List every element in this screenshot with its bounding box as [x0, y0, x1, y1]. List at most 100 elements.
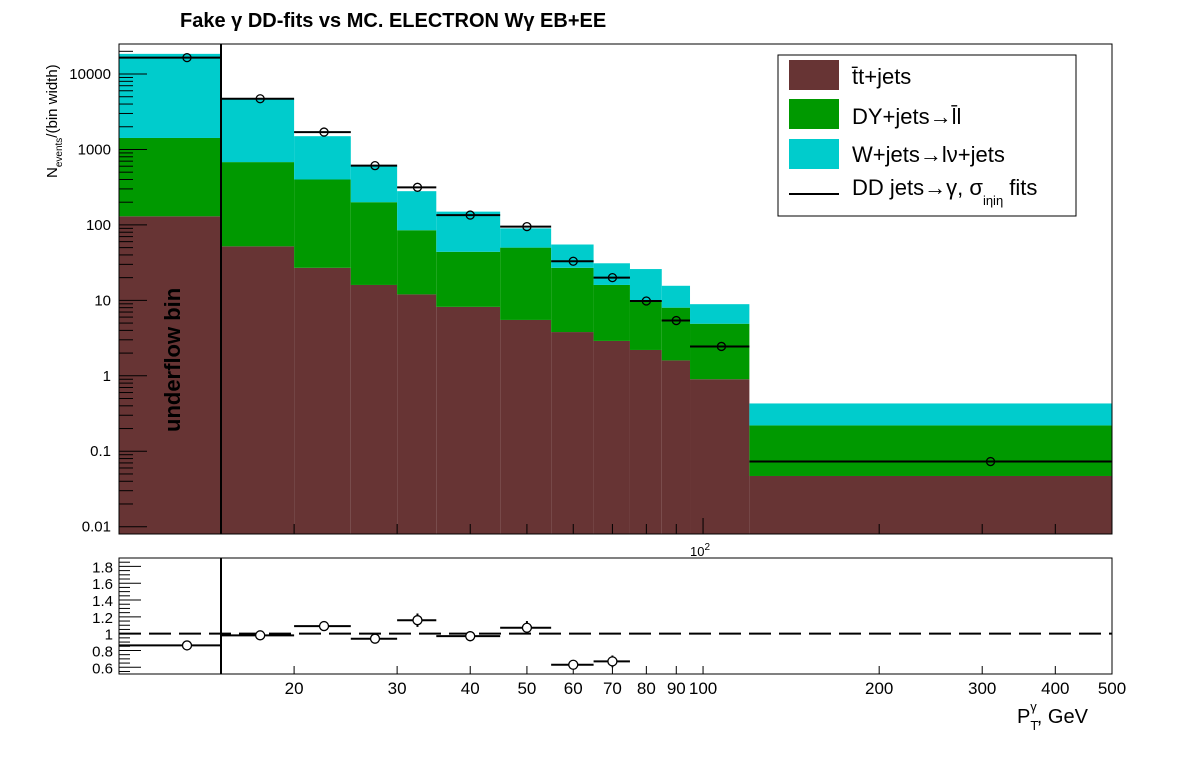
dd-fit-point-7: [568, 256, 578, 266]
legend-label-ttbar: t̄t+jets: [852, 64, 912, 89]
bar-ttbar-5: [436, 306, 501, 534]
x-tick-label: 400: [1041, 679, 1069, 698]
ratio-y-tick-label: 0.6: [92, 660, 113, 677]
bar-dy-1: [221, 162, 295, 247]
dd-fit-point-8: [607, 272, 618, 283]
dd-fit-point-10: [671, 315, 681, 326]
ratio-y-tick-label: 1.4: [92, 593, 113, 610]
dd-fit-point-12: [985, 456, 996, 467]
bar-ttbar-10: [661, 360, 691, 534]
bar-wjets-12: [749, 403, 1112, 426]
bar-dy-2: [294, 179, 351, 268]
bar-dy-6: [500, 247, 552, 320]
ratio-point-5: [465, 631, 476, 642]
x-tick-label: 90: [667, 679, 686, 698]
dd-fit-point-5: [465, 210, 475, 220]
y-tick-label: 100: [86, 217, 111, 234]
bar-dy-3: [350, 202, 398, 285]
dd-fit-points: [119, 52, 1112, 467]
legend-label-dd: DD jets→γ, σiηiη fits: [852, 175, 1037, 208]
ratio-y-tick-label: 1.8: [92, 559, 113, 576]
bar-ttbar-1: [221, 246, 295, 534]
legend-swatch-ttbar: [789, 60, 839, 90]
bar-dy-9: [629, 300, 662, 350]
x-tick-label: 300: [968, 679, 996, 698]
bar-dy-5: [436, 251, 501, 307]
ratio-points: [119, 613, 630, 670]
bar-ttbar-6: [500, 319, 552, 534]
bar-ttbar-11: [690, 379, 750, 534]
bar-dy-12: [749, 425, 1112, 476]
y-tick-label: 10000: [69, 66, 111, 83]
underflow-annotation: underflow bin: [160, 288, 185, 432]
bar-dy-10: [661, 307, 691, 361]
y-tick-label: 0.01: [82, 519, 111, 536]
dd-fit-point-11: [716, 341, 727, 352]
bar-wjets-1: [221, 98, 295, 163]
bar-wjets-5: [436, 211, 501, 252]
x-tick-label: 200: [865, 679, 893, 698]
y-axis-label: Nevents/(bin width): [44, 64, 65, 178]
dd-fit-point-1: [255, 94, 265, 104]
bar-ttbar-2: [294, 267, 351, 534]
x-tick-label: 100: [689, 679, 717, 698]
bar-dy-0: [119, 137, 221, 217]
bar-wjets-7: [551, 244, 594, 268]
bar-ttbar-0: [119, 216, 221, 534]
x-tick-labels: 20 30 40 50 60 70 80 90 100 200 300 400 500: [285, 679, 1127, 698]
x-tick-label: 500: [1098, 679, 1126, 698]
legend-swatch-dy: [789, 99, 839, 129]
dd-fit-point-4: [412, 182, 423, 192]
bar-wjets-2: [294, 136, 351, 180]
x-tick-label: 30: [388, 679, 407, 698]
bar-wjets-10: [661, 285, 691, 308]
axis-multiplier: 102: [690, 542, 710, 559]
ratio-point-4: [412, 615, 423, 626]
bar-ttbar-9: [629, 349, 662, 534]
dd-fit-point-2: [319, 127, 329, 137]
y-tick-label: 1000: [78, 141, 111, 158]
ratio-point-3: [369, 633, 381, 644]
bar-wjets-6: [500, 228, 552, 248]
bar-dy-11: [690, 323, 750, 380]
x-tick-label: 80: [637, 679, 656, 698]
dd-fit-point-9: [641, 296, 651, 306]
bar-ttbar-4: [397, 294, 437, 534]
ratio-point-6: [521, 622, 533, 633]
bar-dy-8: [593, 284, 630, 341]
legend: t̄t+jets DY+jets→l̄l W+jets→lν+jets DD j…: [777, 54, 1077, 217]
bar-ttbar-8: [593, 340, 630, 534]
y-tick-label: 10: [94, 292, 111, 309]
x-tick-label: 40: [461, 679, 480, 698]
x-tick-label: 50: [517, 679, 536, 698]
chart-title: Fake γ DD-fits vs MC. ELECTRON Wγ EB+EE: [180, 10, 606, 32]
ratio-frame: [118, 557, 1113, 675]
ratio-point-7: [568, 659, 579, 670]
ratio-y-tick-label: 1.2: [92, 610, 113, 627]
x-axis-label: PTγ, GeV: [1017, 699, 1089, 733]
y-tick-label: 1: [103, 368, 111, 385]
ratio-point-8: [607, 656, 618, 667]
main-axes: 0.01 0.1 1 10 100 1000 10000: [69, 43, 1113, 536]
x-tick-label: 20: [285, 679, 304, 698]
x-tick-label: 70: [603, 679, 622, 698]
ratio-y-tick-label: 1: [105, 627, 113, 644]
bar-ttbar-7: [551, 332, 594, 534]
bar-wjets-11: [690, 304, 750, 324]
stacked-histogram: [119, 53, 1112, 534]
bar-dy-4: [397, 230, 437, 295]
ratio-y-tick-label: 0.8: [92, 643, 113, 660]
bar-dy-7: [551, 267, 594, 333]
dd-fit-point-0: [182, 52, 192, 63]
dd-fit-point-6: [522, 221, 532, 232]
legend-swatch-wjets: [789, 139, 839, 169]
legend-label-dy: DY+jets→l̄l: [852, 104, 961, 129]
y-tick-label: 0.1: [90, 443, 111, 460]
ratio-point-0: [181, 640, 193, 651]
bar-ttbar-3: [350, 284, 398, 534]
dd-fit-point-3: [370, 161, 380, 171]
legend-label-wjets: W+jets→lν+jets: [852, 142, 1005, 167]
ratio-y-tick-label: 1.6: [92, 576, 113, 593]
ratio-point-2: [318, 620, 330, 632]
